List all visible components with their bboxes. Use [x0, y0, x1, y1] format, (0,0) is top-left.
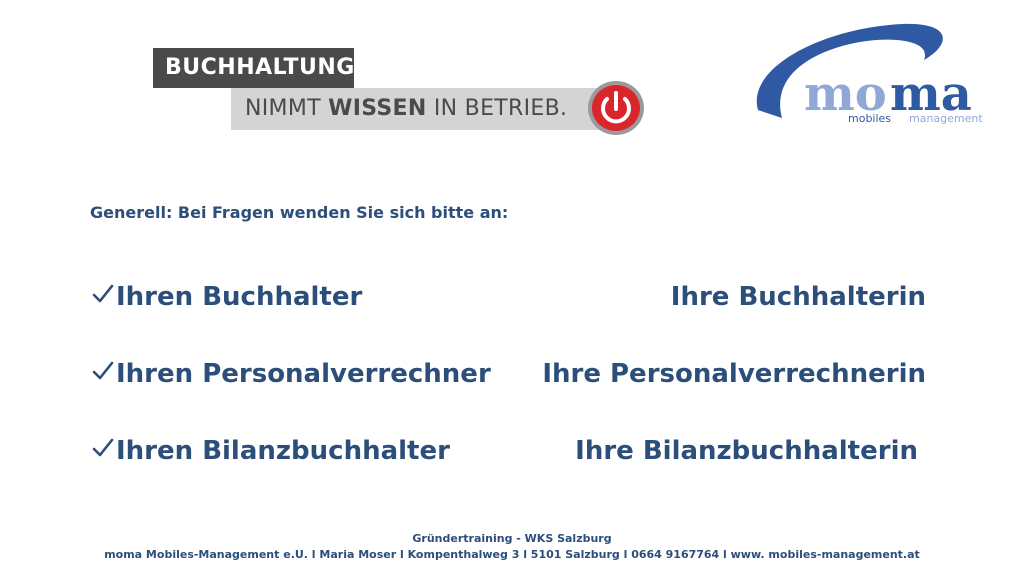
- contact-left-3: Ihren Bilanzbuchhalter: [92, 435, 450, 467]
- footer-line-1: Gründertraining - WKS Salzburg: [412, 532, 612, 545]
- intro-text: Generell: Bei Fragen wenden Sie sich bit…: [90, 203, 509, 222]
- contact-left-2: Ihren Personalverrechner: [92, 358, 491, 390]
- logo-line-1: BUCHHALTUNG: [153, 48, 354, 88]
- moma-logo: mo ma mobiles management: [756, 23, 983, 125]
- svg-text:ma: ma: [890, 66, 972, 122]
- contact-left-1: Ihren Buchhalter: [92, 281, 362, 313]
- svg-text:mobiles: mobiles: [848, 112, 891, 125]
- contact-label: Ihren Personalverrechner: [116, 359, 491, 389]
- logo-line-2-bold: WISSEN: [328, 96, 427, 121]
- checkmark-icon: [92, 284, 114, 303]
- contact-right-2: Ihre Personalverrechnerin: [542, 359, 926, 389]
- contact-label: Ihren Bilanzbuchhalter: [116, 436, 450, 466]
- logo-line-2-prefix: NIMMT: [245, 96, 329, 121]
- checkmark-icon: [92, 361, 114, 380]
- contact-label: Ihren Buchhalter: [116, 282, 363, 312]
- logo-line-2: NIMMT WISSEN IN BETRIEB.: [231, 88, 631, 130]
- svg-text:mo: mo: [804, 66, 887, 122]
- svg-text:management: management: [909, 112, 983, 125]
- power-icon: [588, 81, 644, 135]
- buchhaltung-logo: BUCHHALTUNG NIMMT WISSEN IN BETRIEB.: [153, 46, 648, 138]
- logo-line-2-suffix: IN BETRIEB.: [426, 96, 568, 121]
- contact-right-3: Ihre Bilanzbuchhalterin: [575, 436, 918, 466]
- checkmark-icon: [92, 438, 114, 457]
- footer-line-2: moma Mobiles-Management e.U. l Maria Mos…: [104, 548, 920, 561]
- contact-right-1: Ihre Buchhalterin: [670, 282, 926, 312]
